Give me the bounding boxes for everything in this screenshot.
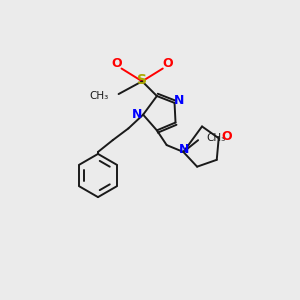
- Text: O: O: [111, 57, 122, 70]
- Text: S: S: [137, 73, 147, 87]
- Text: N: N: [132, 108, 142, 121]
- Text: CH₃: CH₃: [89, 91, 109, 101]
- Text: O: O: [162, 57, 173, 70]
- Text: CH₃: CH₃: [206, 133, 225, 143]
- Text: O: O: [221, 130, 232, 143]
- Text: N: N: [179, 142, 190, 155]
- Text: N: N: [174, 94, 184, 107]
